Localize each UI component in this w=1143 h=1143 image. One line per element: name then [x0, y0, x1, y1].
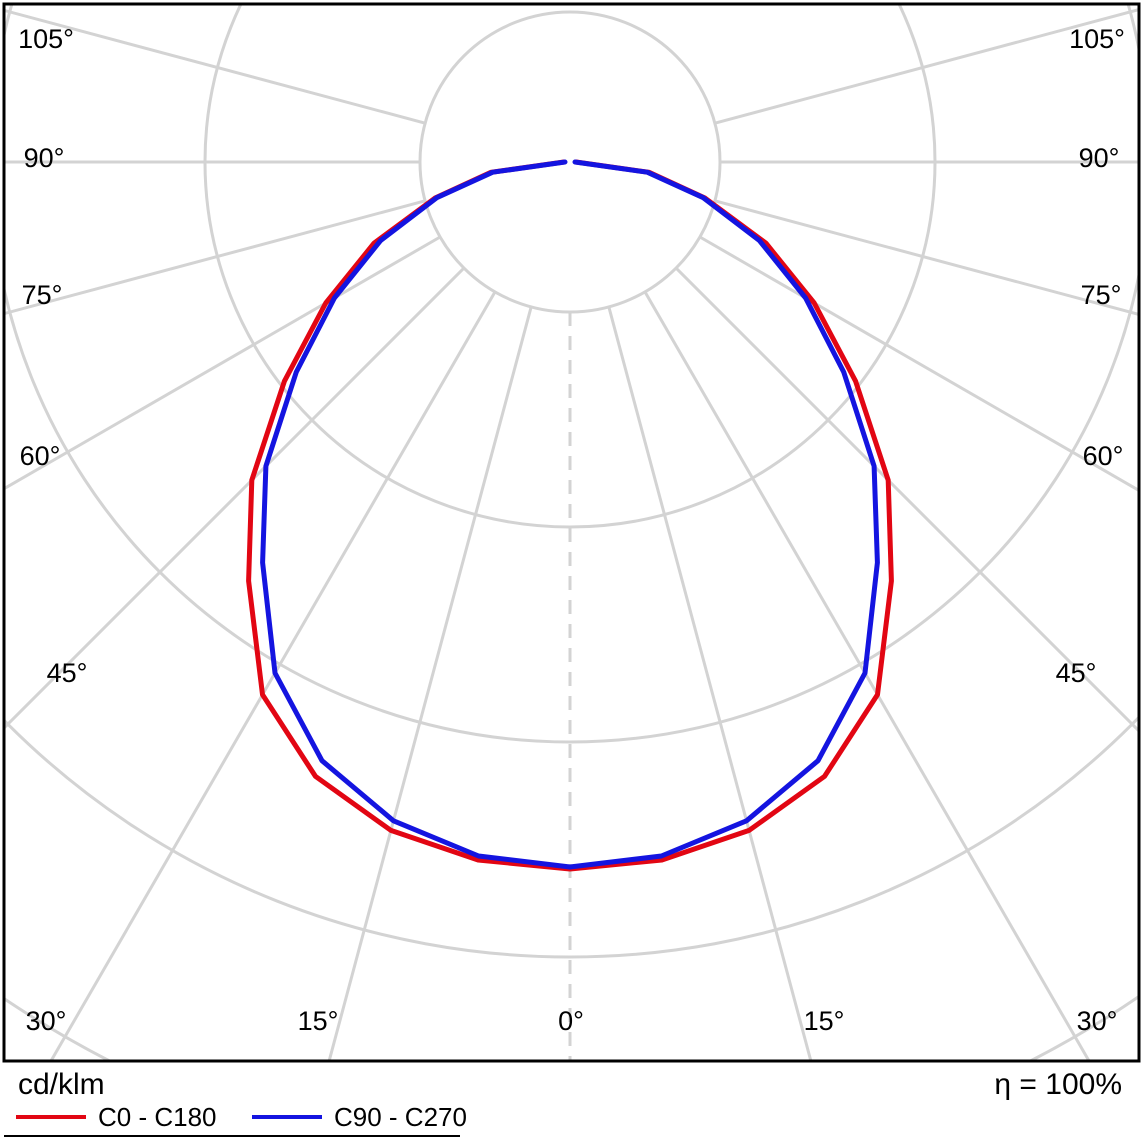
legend-label-c90-c270: C90 - C270 [334, 1102, 467, 1132]
angle-tick-label: 60° [1083, 441, 1124, 471]
grid-ray [699, 235, 1138, 492]
angle-tick-label: 90° [1079, 143, 1120, 173]
curve-C90-C270 [260, 159, 880, 870]
angle-tick-label: 105° [18, 24, 74, 54]
angle-tick-label: 15° [298, 1006, 339, 1036]
angle-tick-label: 0° [558, 1006, 584, 1036]
angle-tick-label: 30° [1077, 1006, 1118, 1036]
angle-tick-label: 75° [22, 280, 63, 310]
angle-tick-labels: 105° 90° 75° 60° 45° 30° 105° 90° 75° 60° 45° 30° 15… [18, 24, 1125, 1036]
grid-ring [5, 716, 1138, 959]
angle-tick-label: 75° [1081, 280, 1122, 310]
angle-tick-label: 30° [26, 1006, 67, 1036]
angle-tick-label: 15° [804, 1006, 845, 1036]
grid-ray [675, 267, 1138, 732]
grid-ray [607, 306, 813, 1060]
grid-ray [5, 199, 426, 315]
grid-ray [714, 8, 1138, 125]
grid-ray [327, 306, 533, 1060]
efficiency-label: η = 100% [994, 1068, 1122, 1101]
angle-tick-label: 90° [24, 143, 65, 173]
grid-ray [5, 267, 465, 729]
grid-ray [714, 199, 1138, 316]
angle-tick-label: 45° [1056, 658, 1097, 688]
intensity-curves [246, 159, 894, 872]
angle-tick-label: 105° [1069, 24, 1125, 54]
grid-ray [643, 291, 1090, 1060]
grid-ray [50, 291, 497, 1060]
grid-ray [5, 235, 441, 490]
grid-ray [5, 9, 426, 125]
angle-tick-label: 45° [47, 658, 88, 688]
legend-label-c0-c180: C0 - C180 [98, 1102, 217, 1132]
grid-ring [5, 5, 1138, 744]
unit-label: cd/klm [18, 1068, 105, 1101]
angle-tick-label: 60° [20, 441, 61, 471]
